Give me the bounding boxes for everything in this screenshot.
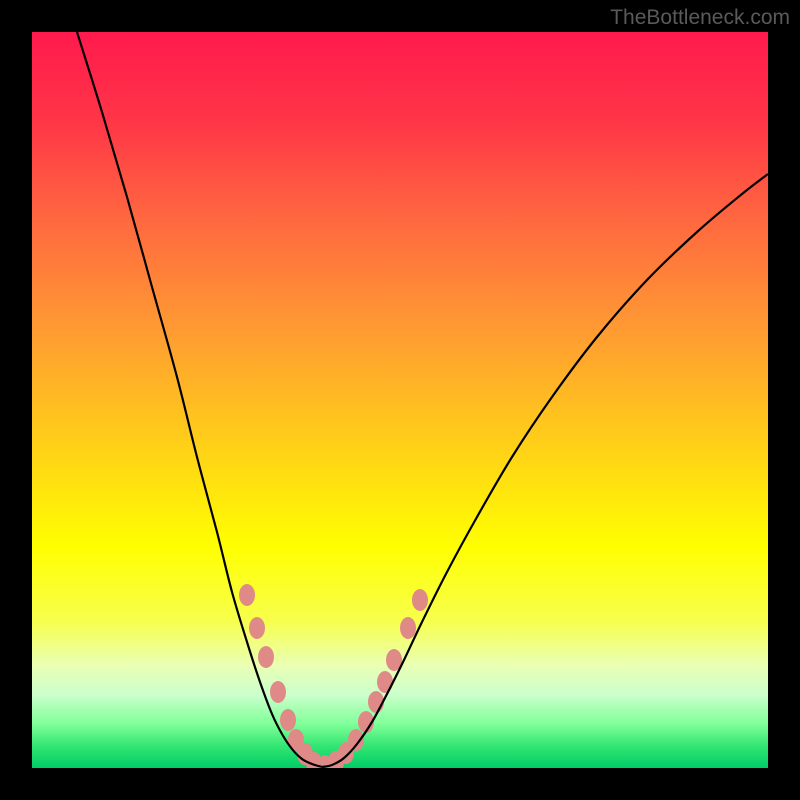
data-point-marker <box>377 671 393 693</box>
curve-layer <box>32 32 768 768</box>
curve-left <box>77 32 322 767</box>
data-point-marker <box>348 729 364 751</box>
data-point-marker <box>412 589 428 611</box>
chart-container: TheBottleneck.com <box>0 0 800 800</box>
data-point-marker <box>249 617 265 639</box>
plot-area <box>32 32 768 768</box>
data-point-marker <box>239 584 255 606</box>
data-point-marker <box>368 691 384 713</box>
data-point-marker <box>280 709 296 731</box>
data-point-marker <box>270 681 286 703</box>
watermark-text: TheBottleneck.com <box>610 6 790 30</box>
data-point-marker <box>400 617 416 639</box>
data-point-marker <box>258 646 274 668</box>
marker-group <box>239 584 428 768</box>
